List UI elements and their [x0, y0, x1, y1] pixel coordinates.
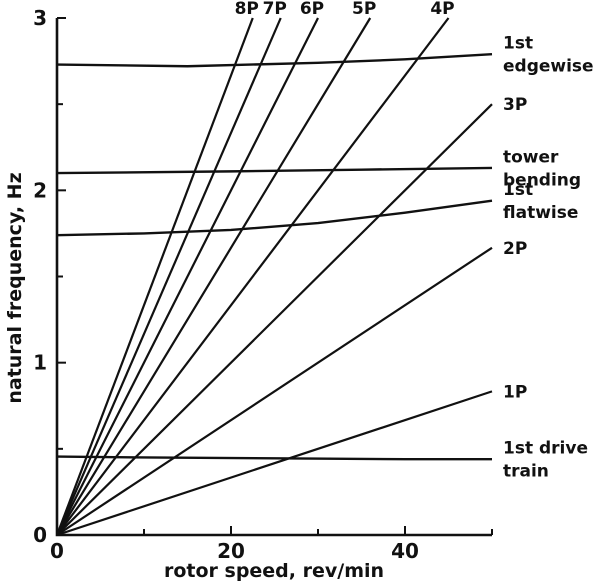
harmonic-line-6P: [56, 17, 319, 536]
mode-line-1st-flatwise: [56, 199, 493, 237]
harmonic-line-2P: [56, 246, 493, 536]
harmonic-label-4P: 4P: [430, 0, 454, 19]
harmonic-label-8P: 8P: [235, 0, 259, 19]
harmonic-label-3P: 3P: [503, 95, 527, 115]
harmonic-label-2P: 2P: [503, 239, 527, 259]
x-tick-label-0: 0: [50, 539, 64, 563]
mode-label-1st-edgewise-line-0: 1st: [503, 34, 533, 54]
y-tick-label-3: 3: [33, 6, 47, 30]
harmonic-line-5P: [56, 17, 372, 536]
y-tick-label-2: 2: [33, 178, 47, 202]
mode-line-1st-edgewise: [56, 52, 493, 68]
x-axis-title: rotor speed, rev/min: [163, 560, 385, 582]
y-tick-label-1: 1: [33, 351, 47, 375]
mode-label-tower-bending-line-0: tower: [503, 147, 559, 167]
harmonic-label-1P: 1P: [503, 382, 527, 402]
harmonic-line-7P: [55, 17, 282, 536]
x-tick-label-20: 20: [217, 539, 245, 563]
harmonic-label-7P: 7P: [263, 0, 287, 19]
mode-label-tower-bending-line-1: bending: [503, 170, 581, 190]
harmonic-label-6P: 6P: [300, 0, 324, 19]
mode-label-1st-edgewise-line-1: edgewise: [503, 57, 594, 77]
y-tick-label-0: 0: [33, 523, 47, 547]
y-axis-title: natural frequency, Hz: [4, 172, 26, 404]
x-tick-label-40: 40: [391, 539, 419, 563]
mode-line-tower-bending: [56, 166, 493, 175]
harmonic-label-5P: 5P: [352, 0, 376, 19]
mode-label-1st-drive-train-line-0: 1st drive: [503, 439, 588, 459]
harmonic-line-1P: [56, 390, 493, 537]
harmonic-line-4P: [56, 17, 450, 536]
harmonic-line-8P: [55, 17, 254, 536]
mode-label-1st-flatwise-line-0: 1st: [503, 180, 533, 200]
mode-label-1st-flatwise-line-1: flatwise: [503, 203, 578, 223]
harmonic-line-3P: [56, 103, 493, 536]
mode-label-1st-drive-train-line-1: train: [503, 462, 549, 482]
mode-line-1st-drive-train: [56, 455, 492, 461]
